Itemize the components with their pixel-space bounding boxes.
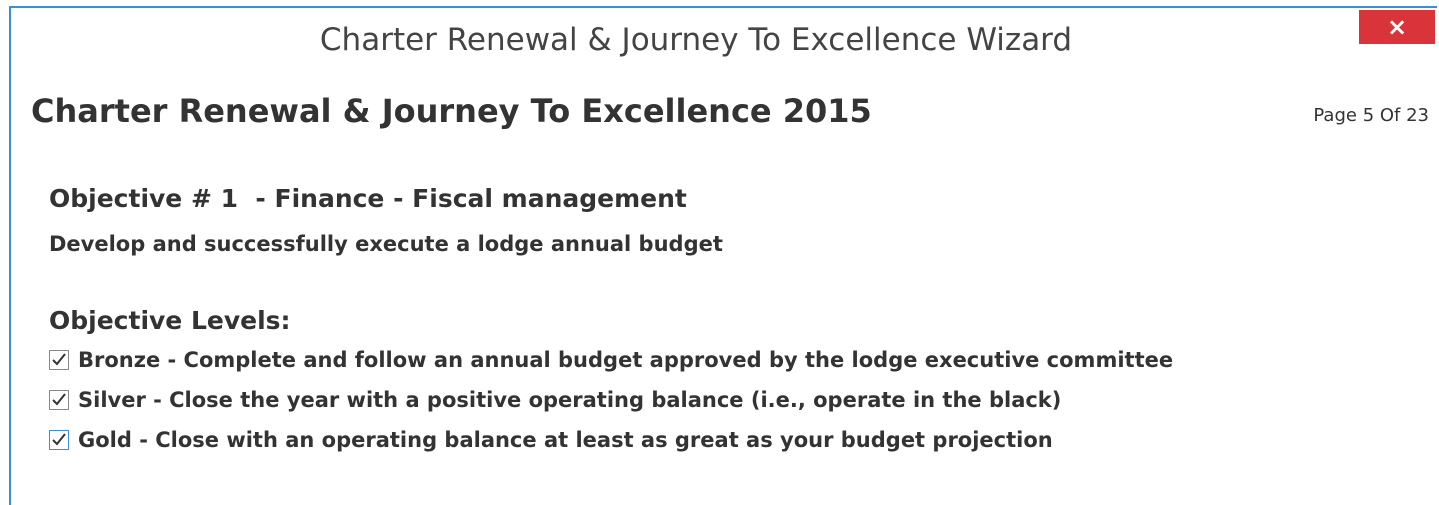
level-item: Silver - Close the year with a positive … bbox=[49, 388, 1061, 412]
level-label: Gold - Close with an operating balance a… bbox=[78, 428, 1053, 452]
level-label: Silver - Close the year with a positive … bbox=[78, 388, 1062, 412]
header-title: Charter Renewal & Journey To Excellence … bbox=[31, 92, 872, 130]
check-mark bbox=[52, 393, 66, 406]
dialog-title: Charter Renewal & Journey To Excellence … bbox=[319, 22, 1073, 58]
objective-heading: Objective # 1 - Finance - Fiscal managem… bbox=[49, 184, 687, 213]
level-item: Bronze - Complete and follow an annual b… bbox=[49, 348, 1173, 372]
close-button[interactable]: × bbox=[1359, 10, 1435, 44]
levels-heading: Objective Levels: bbox=[49, 306, 291, 335]
checkbox[interactable] bbox=[49, 350, 69, 370]
level-label: Bronze - Complete and follow an annual b… bbox=[78, 348, 1174, 372]
dialog: Charter Renewal & Journey To Excellence … bbox=[9, 6, 1437, 505]
checkbox[interactable] bbox=[49, 390, 69, 410]
check-mark bbox=[52, 353, 66, 366]
page-indicator: Page 5 Of 23 bbox=[1313, 105, 1429, 126]
checkbox[interactable] bbox=[49, 430, 69, 450]
level-item: Gold - Close with an operating balance a… bbox=[49, 428, 1053, 452]
check-mark bbox=[52, 433, 66, 446]
objective-description: Develop and successfully execute a lodge… bbox=[49, 232, 723, 256]
